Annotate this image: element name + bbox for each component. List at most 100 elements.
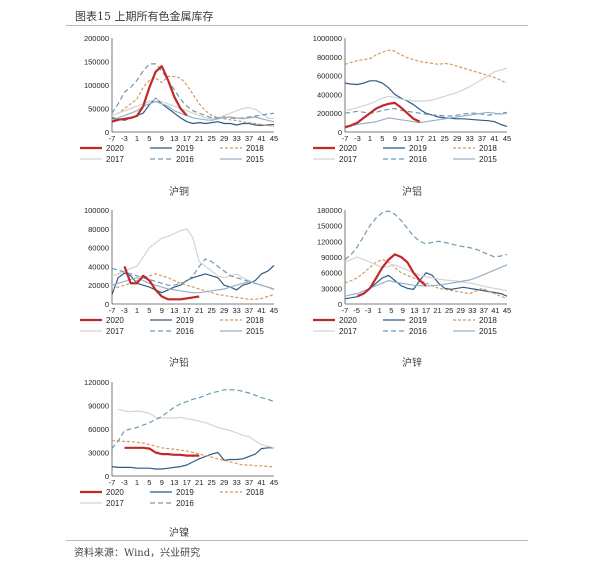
y-tick-label: 180000: [317, 206, 342, 215]
chart-panel-copper: 0 50000 100000 150000 200000 -7 -3 1 5 9 13 17 21 25 2…: [70, 30, 288, 200]
y-tick-label: 200000: [84, 34, 109, 43]
y-tick-label: 60000: [88, 244, 109, 253]
chart-panel-aluminium: 0 200000 400000 600000 800000 1000000 -7 -3 1 5 9 1…: [303, 30, 521, 200]
y-tick-label: 0: [105, 128, 109, 137]
legend-label-2016: 2016: [176, 499, 194, 508]
x-tick-label: 17: [183, 134, 191, 143]
y-tick-label: 0: [338, 300, 342, 309]
copper-chart: 0 50000 100000 150000 200000 -7 -3 1 5 9 13 17 21 25 2…: [80, 34, 278, 164]
x-tick-label: 45: [270, 478, 278, 487]
y-tick-label: 120000: [84, 378, 109, 387]
x-tick-label: 21: [195, 478, 203, 487]
x-tick-label: -7: [109, 306, 116, 315]
x-tick-label: 1: [135, 134, 139, 143]
x-tick-label: 9: [393, 134, 397, 143]
x-tick-label: 5: [147, 306, 151, 315]
y-tick-label: 30000: [321, 284, 342, 293]
series-line-2019: [344, 80, 508, 127]
x-tick-label: 5: [147, 478, 151, 487]
legend-label-2017: 2017: [106, 155, 124, 164]
legend-label-2019: 2019: [176, 144, 194, 153]
series-line-2015: [111, 277, 275, 294]
series-line-2016: [111, 63, 275, 120]
legend-label-2020: 2020: [106, 316, 124, 325]
legend-label-2020: 2020: [106, 144, 124, 153]
series-line-2017: [344, 256, 508, 292]
y-tick-label: 40000: [88, 262, 109, 271]
y-tick-label: 200000: [317, 109, 342, 118]
series-line-2020: [344, 101, 421, 129]
x-tick-label: 33: [232, 478, 240, 487]
x-tick-label: -3: [365, 306, 372, 315]
legend-label-2016: 2016: [409, 327, 427, 336]
x-tick-label: -7: [342, 306, 349, 315]
chart-panel-lead: 0 20000 40000 60000 80000 100000 -7 -3 1 5 9 13 17 21…: [70, 202, 288, 372]
x-tick-label: 37: [480, 306, 488, 315]
chart-caption-lead: 沪铅: [169, 358, 189, 369]
x-tick-label: 9: [160, 306, 164, 315]
figure-title: 图表15 上期所有色金属库存: [75, 10, 214, 23]
x-tick-label: -3: [121, 478, 128, 487]
x-tick-label: 13: [170, 134, 178, 143]
x-tick-label: 5: [389, 306, 393, 315]
x-tick-label: 13: [170, 306, 178, 315]
legend-label-2015: 2015: [479, 327, 497, 336]
x-tick-label: 5: [380, 134, 384, 143]
x-tick-label: 45: [503, 306, 511, 315]
series-line-2019: [111, 447, 274, 470]
legend-label-2018: 2018: [246, 488, 264, 497]
x-tick-label: 21: [433, 306, 441, 315]
legend-label-2017: 2017: [339, 327, 357, 336]
x-tick-label: 41: [490, 134, 498, 143]
x-tick-label: 41: [257, 478, 265, 487]
x-tick-label: 9: [401, 306, 405, 315]
x-tick-label: 13: [403, 134, 411, 143]
x-tick-label: 25: [208, 134, 216, 143]
x-tick-label: 29: [220, 134, 228, 143]
y-tick-label: 100000: [84, 81, 109, 90]
x-tick-label: 13: [410, 306, 418, 315]
x-tick-label: 1: [135, 478, 139, 487]
x-tick-label: 13: [170, 478, 178, 487]
x-tick-label: 5: [147, 134, 151, 143]
series-line-2020: [123, 266, 200, 301]
x-tick-label: 41: [257, 134, 265, 143]
x-tick-label: 33: [468, 306, 476, 315]
legend-label-2018: 2018: [246, 316, 264, 325]
legend-label-2019: 2019: [409, 316, 427, 325]
nickel-chart: 0 30000 60000 90000 120000 -7 -3 1 5 9 13 17 21 25 29 3…: [80, 378, 278, 508]
x-tick-label: -3: [354, 134, 361, 143]
x-tick-label: 45: [270, 306, 278, 315]
series-line-2015: [111, 100, 275, 123]
series-line-2015: [344, 111, 508, 127]
legend-label-2015: 2015: [246, 155, 264, 164]
chart-panel-zinc: 0 30000 60000 90000 120000 150000 180000 -7 -5 -3…: [303, 202, 521, 372]
x-tick-label: 1: [378, 306, 382, 315]
x-tick-label: 29: [457, 306, 465, 315]
legend-label-2019: 2019: [176, 488, 194, 497]
source-note: 资料来源：Wind，兴业研究: [74, 548, 201, 559]
series-line-2018: [344, 49, 508, 84]
series-line-2018: [112, 440, 274, 468]
y-tick-label: 100000: [84, 206, 109, 215]
y-tick-label: 50000: [88, 105, 109, 114]
legend-label-2020: 2020: [339, 316, 357, 325]
x-tick-label: 17: [422, 306, 430, 315]
x-tick-label: 21: [428, 134, 436, 143]
legend-label-2018: 2018: [479, 144, 497, 153]
legend-label-2019: 2019: [409, 144, 427, 153]
x-tick-label: 1: [368, 134, 372, 143]
x-tick-label: -7: [109, 134, 116, 143]
x-tick-label: 25: [208, 478, 216, 487]
legend-label-2020: 2020: [106, 488, 124, 497]
y-tick-label: 60000: [88, 425, 109, 434]
legend-label-2019: 2019: [176, 316, 194, 325]
legend-label-2016: 2016: [409, 155, 427, 164]
y-tick-label: 0: [105, 300, 109, 309]
x-tick-label: 37: [478, 134, 486, 143]
x-tick-label: 37: [245, 478, 253, 487]
x-tick-label: 33: [232, 306, 240, 315]
y-tick-label: 20000: [88, 281, 109, 290]
series-line-2017: [118, 408, 275, 449]
